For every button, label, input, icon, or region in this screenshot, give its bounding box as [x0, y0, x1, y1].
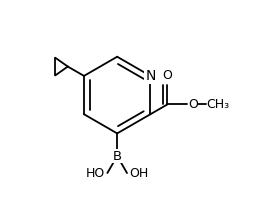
Text: O: O: [163, 69, 172, 82]
Text: B: B: [113, 149, 122, 163]
Text: CH₃: CH₃: [206, 98, 229, 111]
Text: OH: OH: [129, 167, 148, 180]
Text: N: N: [145, 69, 156, 83]
Text: HO: HO: [86, 167, 105, 180]
Text: O: O: [188, 98, 198, 111]
